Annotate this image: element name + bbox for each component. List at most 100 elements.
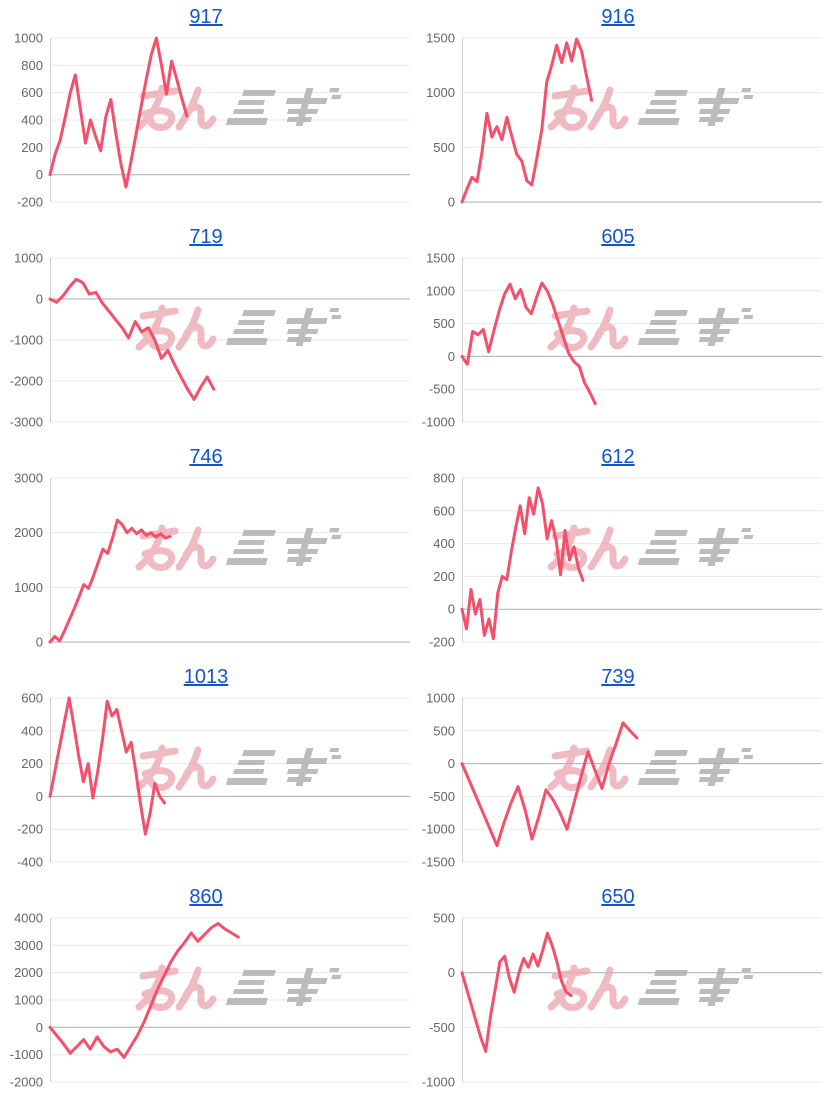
y-tick-label: 400 xyxy=(21,723,43,738)
site-watermark-gray-text xyxy=(225,968,342,1006)
site-watermark-pink-text xyxy=(547,304,629,351)
site-watermark xyxy=(547,964,754,1011)
series-line xyxy=(48,277,216,401)
chart-title-link[interactable]: 916 xyxy=(601,6,635,28)
y-tick-label: 0 xyxy=(448,602,455,617)
y-tick-label: 1000 xyxy=(426,691,455,706)
y-tick-label: 2000 xyxy=(14,965,43,980)
y-tick-label: 1000 xyxy=(14,993,43,1008)
line-chart: 1500 1000 500 0 xyxy=(426,31,822,210)
y-tick-label: 0 xyxy=(448,195,455,210)
chart-title-link[interactable]: 605 xyxy=(601,226,635,248)
chart-cell: 719 1000 0 -1000 -2000 -3000 xyxy=(0,220,412,440)
y-tick-label: 800 xyxy=(433,471,455,486)
site-watermark-gray-text xyxy=(637,968,754,1006)
chart-title-link[interactable]: 746 xyxy=(189,446,223,468)
site-watermark-gray-text xyxy=(637,748,754,786)
chart-cell: 860 4000 3000 2000 1000 0 -1000 -2000 xyxy=(0,880,412,1100)
y-tick-label: -1000 xyxy=(422,1075,455,1090)
line-chart: 1000 0 -1000 -2000 -3000 xyxy=(10,251,410,430)
y-tick-label: -3000 xyxy=(10,415,43,430)
site-watermark xyxy=(135,744,342,791)
y-tick-label: 0 xyxy=(36,1020,43,1035)
chart-title-link[interactable]: 739 xyxy=(601,666,635,688)
site-watermark-gray-text xyxy=(225,308,342,346)
chart-cell: 1013 600 400 200 0 -200 -400 xyxy=(0,660,412,880)
y-tick-label: 0 xyxy=(448,965,455,980)
site-watermark xyxy=(135,524,342,571)
site-watermark xyxy=(135,84,342,131)
y-tick-label: 1000 xyxy=(426,85,455,100)
y-tick-label: 800 xyxy=(21,58,43,73)
line-chart: 600 400 200 0 -200 -400 xyxy=(17,691,410,870)
y-tick-label: 0 xyxy=(36,167,43,182)
y-tick-label: -500 xyxy=(429,1020,455,1035)
site-watermark-pink-text xyxy=(547,84,629,131)
site-watermark-gray-text xyxy=(637,528,754,566)
chart-cell: 605 1500 1000 500 0 -500 -1000 xyxy=(412,220,824,440)
chart-cell: 612 800 600 400 200 0 -200 xyxy=(412,440,824,660)
site-watermark-gray-text xyxy=(637,308,754,346)
site-watermark-pink-text xyxy=(547,964,629,1011)
series-line xyxy=(48,696,166,836)
y-tick-label: 0 xyxy=(448,756,455,771)
site-watermark-gray-text xyxy=(637,88,754,126)
y-tick-label: 400 xyxy=(433,536,455,551)
y-tick-label: -1000 xyxy=(10,1047,43,1062)
site-watermark xyxy=(547,304,754,351)
y-tick-label: -200 xyxy=(17,822,43,837)
y-tick-label: 500 xyxy=(433,911,455,926)
chart-cell: 917 1000 800 600 400 200 0 -200 xyxy=(0,0,412,220)
series-line xyxy=(460,931,573,1053)
y-tick-label: 3000 xyxy=(14,471,43,486)
site-watermark-gray-text xyxy=(225,528,342,566)
series-line xyxy=(48,36,189,189)
y-tick-label: -2000 xyxy=(10,374,43,389)
site-watermark-pink-text xyxy=(547,744,629,791)
chart-cell: 746 3000 2000 1000 0 xyxy=(0,440,412,660)
line-chart: 3000 2000 1000 0 xyxy=(14,471,410,650)
chart-title-link[interactable]: 917 xyxy=(189,6,223,28)
line-chart: 1500 1000 500 0 -500 -1000 xyxy=(422,251,822,430)
y-tick-label: 600 xyxy=(21,691,43,706)
site-watermark xyxy=(135,304,342,351)
y-tick-label: 1000 xyxy=(426,283,455,298)
y-tick-label: -1000 xyxy=(422,822,455,837)
site-watermark xyxy=(547,84,754,131)
series-line xyxy=(460,281,597,406)
y-tick-label: -1000 xyxy=(10,333,43,348)
series-line xyxy=(460,721,639,848)
site-watermark-pink-text xyxy=(135,524,217,571)
y-tick-label: -500 xyxy=(429,789,455,804)
site-watermark-pink-text xyxy=(135,304,217,351)
y-tick-label: -200 xyxy=(429,635,455,650)
y-tick-label: -1000 xyxy=(422,415,455,430)
y-tick-label: 1500 xyxy=(426,251,455,266)
y-tick-label: 1000 xyxy=(14,31,43,46)
chart-cell: 650 500 0 -500 -1000 xyxy=(412,880,824,1100)
line-chart: 1000 500 0 -500 -1000 -1500 xyxy=(422,691,822,870)
site-watermark-gray-text xyxy=(225,748,342,786)
y-tick-label: 200 xyxy=(21,140,43,155)
y-tick-label: -500 xyxy=(429,382,455,397)
y-tick-label: 0 xyxy=(36,635,43,650)
site-watermark-pink-text xyxy=(135,744,217,791)
line-chart: 500 0 -500 -1000 xyxy=(422,911,822,1090)
chart-cell: 739 1000 500 0 -500 -1000 -1500 xyxy=(412,660,824,880)
y-tick-label: -2000 xyxy=(10,1075,43,1090)
line-chart: 4000 3000 2000 1000 0 -1000 -2000 xyxy=(10,911,410,1090)
chart-title-link[interactable]: 860 xyxy=(189,886,223,908)
series-line xyxy=(48,518,172,644)
y-tick-label: 2000 xyxy=(14,525,43,540)
y-tick-label: 1000 xyxy=(14,580,43,595)
chart-title-link[interactable]: 612 xyxy=(601,446,635,468)
chart-title-link[interactable]: 719 xyxy=(189,226,223,248)
chart-title-link[interactable]: 650 xyxy=(601,886,635,908)
chart-title-link[interactable]: 1013 xyxy=(183,666,229,688)
site-watermark-pink-text xyxy=(135,84,217,131)
site-watermark xyxy=(135,964,342,1011)
chart-cell: 916 1500 1000 500 0 xyxy=(412,0,824,220)
series-line xyxy=(48,922,240,1059)
y-tick-label: 4000 xyxy=(14,911,43,926)
site-watermark xyxy=(547,524,754,571)
